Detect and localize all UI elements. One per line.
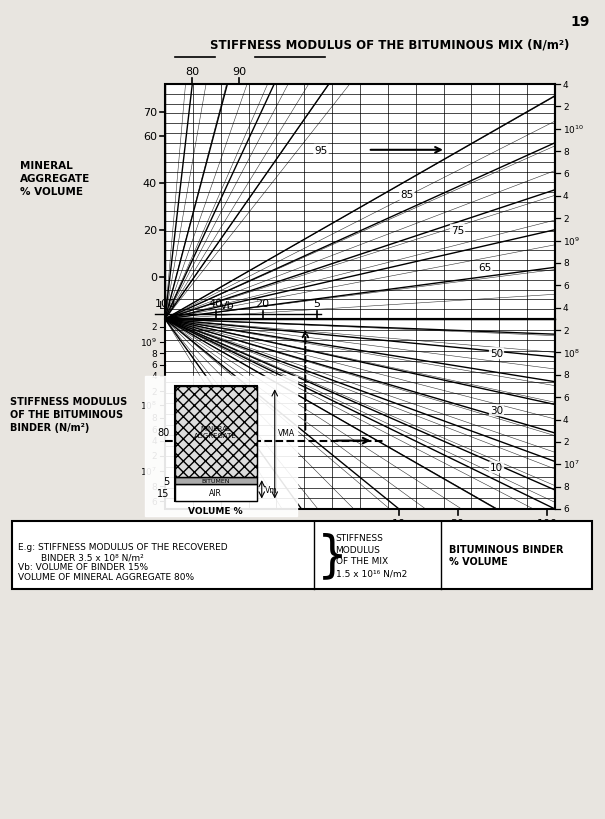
Text: 85: 85 [400, 190, 413, 200]
Text: 2: 2 [151, 452, 157, 461]
Text: 6: 6 [151, 425, 157, 434]
Bar [165, 85, 555, 319]
Text: 20: 20 [143, 225, 157, 235]
Text: $10^9$: $10^9$ [140, 336, 157, 349]
Text: $10^9$: $10^9$ [563, 235, 580, 247]
Text: BITUMEN: BITUMEN [201, 478, 230, 483]
Text: Vb: VOLUME OF BINDER 15%: Vb: VOLUME OF BINDER 15% [18, 563, 148, 572]
Bar [12, 522, 592, 590]
Text: 20: 20 [255, 299, 270, 309]
Text: 65: 65 [478, 263, 491, 273]
Text: $10^{10}$: $10^{10}$ [563, 124, 584, 136]
Text: 10: 10 [392, 518, 406, 528]
Text: 8: 8 [563, 259, 569, 268]
Text: 30: 30 [490, 405, 503, 416]
Text: 6: 6 [563, 282, 569, 291]
Text: 2: 2 [563, 102, 569, 111]
Text: 2: 2 [563, 215, 569, 224]
Text: 2: 2 [563, 438, 569, 447]
Text: 90: 90 [232, 67, 246, 77]
Text: 30: 30 [451, 518, 465, 528]
Text: 19: 19 [571, 15, 590, 29]
Text: 6: 6 [563, 393, 569, 402]
Text: 8: 8 [151, 482, 157, 491]
Text: Vb: Vb [220, 301, 235, 310]
Text: VOLUME OF MINERAL AGGREGATE 80%: VOLUME OF MINERAL AGGREGATE 80% [18, 572, 194, 581]
Text: 6: 6 [563, 505, 569, 514]
Bar [145, 377, 296, 517]
Text: $10^8$: $10^8$ [140, 399, 157, 411]
Text: 80: 80 [185, 67, 200, 77]
Text: 8: 8 [563, 147, 569, 156]
Bar [165, 319, 555, 509]
Text: 4: 4 [563, 304, 569, 313]
Text: 70: 70 [143, 108, 157, 118]
Text: 5: 5 [163, 476, 170, 486]
Text: STIFFNESS MODULUS OF THE BITUMINOUS MIX (N/m²): STIFFNESS MODULUS OF THE BITUMINOUS MIX … [211, 38, 570, 52]
Text: $10^7$: $10^7$ [563, 459, 580, 471]
Text: STIFFNESS
MODULUS
OF THE MIX
1.5 x 10¹⁶ N/m2: STIFFNESS MODULUS OF THE MIX 1.5 x 10¹⁶ … [336, 533, 407, 577]
Text: 10: 10 [490, 463, 503, 473]
Text: 4: 4 [151, 372, 157, 381]
Text: E.g: STIFFNESS MODULUS OF THE RECOVERED: E.g: STIFFNESS MODULUS OF THE RECOVERED [18, 543, 227, 552]
Text: 60: 60 [143, 132, 157, 142]
Text: 2: 2 [151, 387, 157, 396]
Text: 95: 95 [315, 146, 328, 156]
Text: MINERAL
AGGREGATE
% VOLUME: MINERAL AGGREGATE % VOLUME [20, 161, 90, 197]
Text: 2: 2 [151, 323, 157, 332]
Text: 8: 8 [151, 414, 157, 423]
Text: L: L [159, 301, 165, 310]
Bar [175, 485, 257, 502]
Bar [165, 319, 555, 509]
Bar [165, 85, 555, 319]
Text: 0: 0 [150, 273, 157, 283]
Text: 40: 40 [143, 179, 157, 188]
Text: VOLUME %: VOLUME % [188, 507, 243, 516]
Text: 6: 6 [151, 360, 157, 369]
Bar [175, 477, 257, 485]
Text: MINERAL
AGGREGATE: MINERAL AGGREGATE [194, 426, 237, 439]
Text: BINDER 3.5 x 10⁸ N/m²: BINDER 3.5 x 10⁸ N/m² [18, 553, 144, 562]
Text: STIFFNESS MODULUS
OF THE BITUMINOUS
BINDER (N/m²): STIFFNESS MODULUS OF THE BITUMINOUS BIND… [10, 396, 127, 432]
Text: $10^8$: $10^8$ [563, 346, 580, 360]
Text: 6: 6 [151, 497, 157, 506]
Text: 80: 80 [157, 428, 170, 437]
Text: VMA: VMA [278, 428, 295, 437]
Text: 4: 4 [563, 192, 569, 201]
Text: 100: 100 [537, 518, 558, 528]
Text: 8: 8 [563, 371, 569, 380]
Text: 8: 8 [563, 482, 569, 491]
Text: 5: 5 [313, 299, 321, 309]
Text: 40: 40 [209, 299, 223, 309]
Text: Vm: Vm [265, 485, 277, 494]
Text: 15: 15 [157, 488, 170, 498]
Text: 4: 4 [563, 415, 569, 424]
Text: 50: 50 [490, 349, 503, 359]
Text: BITUMINOUS BINDER
% VOLUME: BITUMINOUS BINDER % VOLUME [449, 545, 564, 566]
Text: 4: 4 [563, 80, 569, 89]
Text: 4: 4 [151, 437, 157, 446]
Text: 8: 8 [151, 349, 157, 358]
Text: 2: 2 [563, 326, 569, 335]
Text: 6: 6 [563, 170, 569, 179]
Text: 100: 100 [154, 299, 175, 309]
Text: AIR: AIR [209, 489, 222, 498]
Text: 75: 75 [451, 225, 464, 235]
Bar [175, 387, 257, 477]
Text: }: } [316, 532, 348, 579]
Text: $10^7$: $10^7$ [140, 465, 157, 477]
Bar [175, 387, 257, 502]
